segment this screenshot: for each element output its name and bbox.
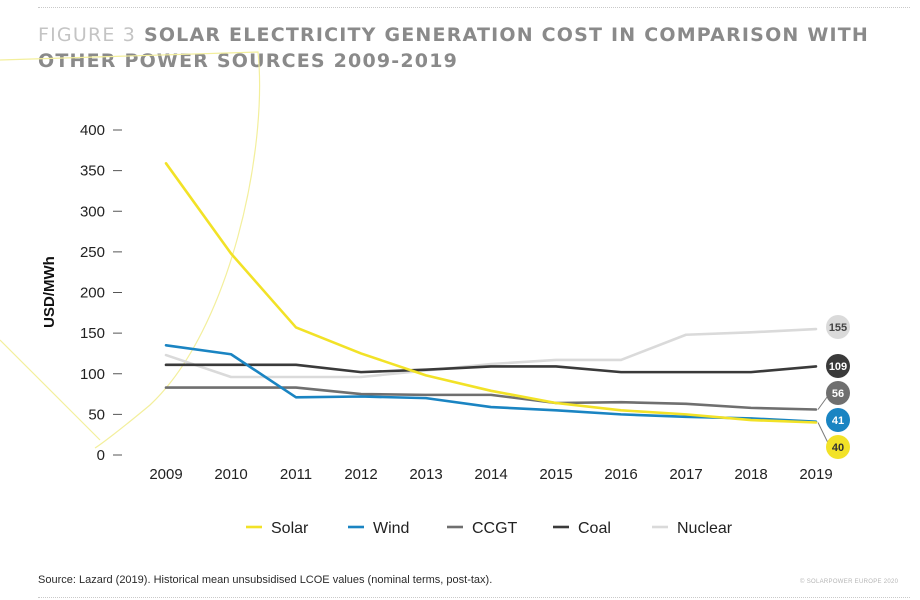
- legend-label: CCGT: [472, 520, 518, 537]
- line-nuclear: [164, 327, 818, 379]
- y-tick-label: 0: [97, 447, 105, 464]
- copyright-note: © SOLARPOWER EUROPE 2020: [800, 579, 899, 585]
- line-solar: [164, 162, 818, 424]
- decor-line: [0, 339, 101, 441]
- legend-item-ccgt: CCGT: [447, 520, 518, 537]
- end-value-circle: [826, 408, 850, 432]
- end-label-coal: 109: [826, 354, 850, 378]
- end-value-text: 109: [829, 361, 847, 373]
- x-tick-label: 2019: [799, 466, 832, 483]
- legend-item-nuclear: Nuclear: [652, 520, 733, 537]
- top-divider: [38, 7, 910, 8]
- y-axis: 0 50 100 150 200 250 300 350 400 USD/MWh: [41, 122, 122, 464]
- legend-label: Solar: [271, 520, 309, 537]
- end-value-text: 40: [832, 442, 844, 454]
- x-axis: 2009 2010 2011 2012 2013 2014 2015 2016 2017 2018…: [149, 466, 832, 483]
- bottom-divider: [38, 597, 910, 598]
- y-tick-label: 300: [80, 203, 105, 220]
- series-solar: [164, 162, 818, 424]
- series-ccgt: [164, 386, 818, 411]
- legend-item-coal: Coal: [553, 520, 611, 537]
- y-tick-label: 50: [88, 406, 105, 423]
- line-ccgt: [164, 386, 818, 411]
- line-coal: [164, 363, 818, 374]
- x-tick-label: 2017: [669, 466, 702, 483]
- legend-label: Coal: [578, 520, 611, 537]
- end-value-circle: [826, 354, 850, 378]
- end-value-circle: [826, 435, 850, 459]
- end-label-solar: 40: [817, 422, 850, 459]
- y-tick-label: 100: [80, 366, 105, 383]
- decor-curve: [0, 51, 261, 449]
- x-tick-label: 2015: [539, 466, 572, 483]
- line-wind: [164, 344, 818, 423]
- x-tick-label: 2016: [604, 466, 637, 483]
- legend-label: Nuclear: [677, 520, 733, 537]
- legend: Solar Wind CCGT Coal Nuclear: [246, 520, 733, 537]
- y-tick-label: 150: [80, 325, 105, 342]
- x-tick-label: 2014: [474, 466, 507, 483]
- legend-item-solar: Solar: [246, 520, 309, 537]
- x-tick-label: 2018: [734, 466, 767, 483]
- end-value-text: 41: [832, 415, 844, 427]
- y-tick-label: 400: [80, 122, 105, 139]
- end-value-text: 56: [832, 388, 844, 400]
- x-tick-label: 2013: [409, 466, 442, 483]
- x-tick-label: 2012: [344, 466, 377, 483]
- x-tick-label: 2010: [214, 466, 247, 483]
- end-label-wind: 41: [826, 408, 850, 432]
- x-tick-label: 2009: [149, 466, 182, 483]
- end-value-circle: [826, 315, 850, 339]
- series-nuclear: [164, 327, 818, 379]
- source-note: Source: Lazard (2019). Historical mean u…: [38, 574, 493, 586]
- end-label-nuclear: 155: [826, 315, 850, 339]
- end-value-labels: 40 41 56 109 155: [817, 315, 850, 459]
- decorative-outline: [0, 51, 261, 449]
- figure-label: FIGURE 3: [38, 24, 137, 46]
- series-wind: [164, 344, 818, 423]
- series-lines: [164, 162, 818, 424]
- y-tick-label: 200: [80, 285, 105, 302]
- end-label-ccgt: 56: [817, 381, 850, 410]
- legend-label: Wind: [373, 520, 409, 537]
- x-tick-label: 2011: [280, 466, 312, 483]
- series-coal: [164, 363, 818, 374]
- end-value-circle: [826, 381, 850, 405]
- y-axis-title: USD/MWh: [41, 256, 58, 328]
- legend-item-wind: Wind: [348, 520, 409, 537]
- y-tick-label: 350: [80, 163, 105, 180]
- end-value-text: 155: [829, 322, 847, 334]
- y-tick-label: 250: [80, 244, 105, 261]
